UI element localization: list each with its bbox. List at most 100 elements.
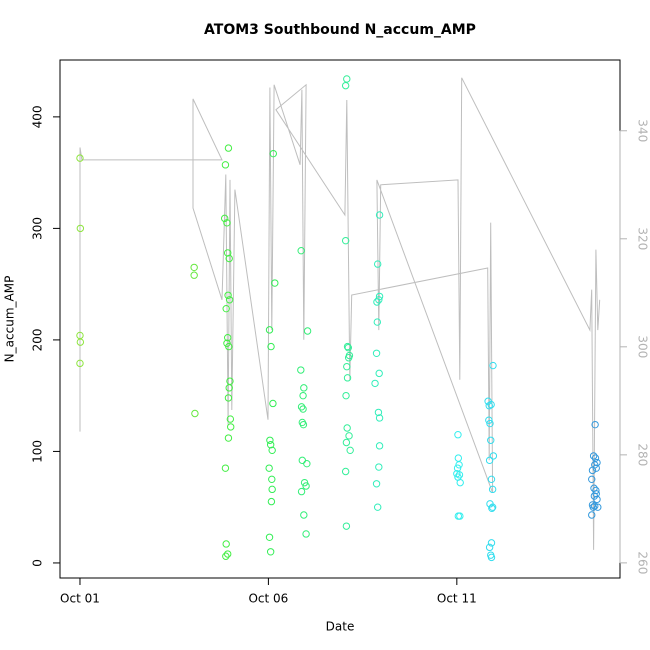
point bbox=[221, 161, 230, 169]
point bbox=[485, 456, 494, 465]
y2-tick-label: 300 bbox=[636, 335, 650, 358]
point bbox=[588, 466, 597, 475]
point bbox=[76, 154, 84, 162]
point bbox=[297, 403, 306, 411]
point bbox=[224, 394, 233, 402]
point bbox=[375, 442, 384, 450]
point bbox=[343, 342, 352, 351]
point bbox=[372, 349, 381, 357]
point bbox=[453, 464, 462, 472]
point bbox=[190, 271, 198, 279]
point bbox=[344, 354, 353, 362]
y-tick-label: 400 bbox=[31, 105, 45, 128]
point bbox=[265, 326, 274, 334]
point bbox=[271, 279, 279, 287]
point bbox=[225, 254, 233, 263]
point bbox=[375, 211, 384, 219]
point bbox=[191, 409, 199, 418]
point bbox=[375, 296, 383, 304]
point bbox=[591, 420, 599, 429]
point bbox=[302, 530, 310, 538]
point bbox=[487, 400, 495, 409]
point bbox=[268, 475, 276, 484]
point bbox=[343, 374, 352, 382]
point bbox=[222, 552, 230, 560]
point bbox=[589, 503, 597, 511]
point bbox=[299, 405, 307, 413]
point bbox=[221, 464, 230, 472]
point bbox=[341, 236, 350, 245]
point bbox=[297, 366, 305, 374]
point bbox=[593, 495, 601, 504]
point bbox=[593, 458, 601, 467]
x-tick-label: Oct 11 bbox=[437, 592, 477, 606]
point bbox=[455, 461, 463, 469]
point bbox=[592, 464, 600, 472]
point bbox=[76, 359, 84, 368]
point bbox=[455, 471, 464, 479]
point bbox=[488, 503, 497, 511]
point bbox=[344, 344, 352, 352]
point bbox=[342, 391, 350, 400]
point bbox=[371, 379, 379, 388]
point bbox=[485, 543, 494, 552]
point bbox=[456, 478, 464, 487]
point bbox=[372, 480, 381, 488]
point bbox=[485, 402, 493, 410]
point bbox=[225, 384, 233, 392]
chart-title: ATOM3 Southbound N_accum_AMP bbox=[204, 22, 476, 38]
point bbox=[488, 485, 497, 494]
x-tick-label: Oct 01 bbox=[60, 592, 100, 606]
point bbox=[373, 260, 382, 268]
point bbox=[300, 478, 309, 487]
y2-tick-label: 340 bbox=[636, 119, 650, 142]
point bbox=[266, 441, 275, 449]
point bbox=[341, 81, 350, 90]
point bbox=[588, 511, 596, 519]
y2-tick-label: 260 bbox=[636, 551, 650, 574]
point bbox=[343, 362, 351, 371]
point bbox=[267, 342, 275, 351]
point bbox=[592, 490, 600, 498]
point bbox=[592, 486, 600, 495]
point bbox=[265, 533, 274, 541]
point bbox=[489, 452, 498, 460]
point bbox=[265, 464, 273, 472]
point bbox=[223, 550, 232, 558]
point bbox=[224, 434, 233, 442]
point bbox=[226, 415, 235, 423]
point bbox=[342, 438, 351, 447]
point bbox=[489, 361, 497, 370]
y-tick-label: 100 bbox=[31, 440, 45, 463]
point bbox=[456, 512, 464, 520]
point bbox=[297, 246, 305, 255]
point bbox=[302, 482, 310, 490]
point bbox=[224, 291, 232, 300]
y2-tick-label: 280 bbox=[636, 443, 650, 466]
point bbox=[594, 503, 602, 511]
point bbox=[269, 399, 277, 408]
point bbox=[222, 304, 230, 313]
point bbox=[588, 475, 596, 484]
point bbox=[297, 487, 306, 496]
point bbox=[346, 446, 354, 455]
point bbox=[220, 214, 229, 223]
point bbox=[485, 416, 493, 424]
point bbox=[487, 436, 495, 444]
point bbox=[303, 327, 312, 335]
point bbox=[299, 391, 307, 400]
x-axis-label: Date bbox=[326, 620, 355, 634]
point bbox=[300, 511, 308, 519]
point bbox=[375, 369, 383, 378]
point bbox=[375, 463, 383, 471]
y-axis-label: N_accum_AMP bbox=[3, 276, 17, 363]
point bbox=[373, 298, 381, 306]
point bbox=[227, 423, 235, 431]
y2-tick-label: 320 bbox=[636, 227, 650, 250]
point bbox=[300, 384, 308, 392]
point bbox=[268, 446, 276, 455]
point bbox=[375, 414, 384, 422]
point bbox=[190, 263, 198, 272]
point bbox=[487, 475, 496, 484]
